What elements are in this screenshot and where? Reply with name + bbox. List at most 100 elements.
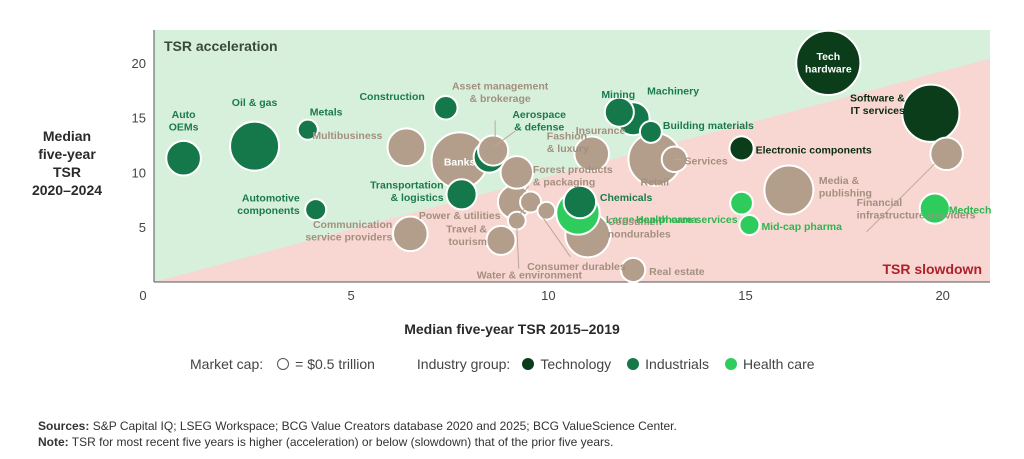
- bubble-real-estate: [620, 256, 647, 284]
- data-label: Electronic components: [756, 144, 872, 156]
- bubble-multibusiness: [386, 127, 427, 168]
- x-tick-label: 10: [541, 288, 555, 303]
- data-label: Tech: [816, 51, 840, 63]
- data-label: Machinery: [647, 86, 699, 98]
- data-label: Transportation: [370, 179, 444, 191]
- bubble-media-publishing: [763, 164, 815, 216]
- bubble-asset-management-brokerage: [477, 134, 510, 167]
- data-label: IT services: [851, 105, 905, 117]
- legend-industry-group: Industry group: Technology Industrials H…: [417, 356, 815, 372]
- data-label: Building materials: [663, 120, 754, 132]
- bubble-tech-hardware: [795, 29, 862, 96]
- data-label: Mining: [601, 89, 635, 101]
- bubble-transportation-logistics: [445, 178, 478, 211]
- data-label: hardware: [805, 63, 852, 75]
- footer: Sources: S&P Capital IQ; LSEG Workspace;…: [38, 418, 677, 450]
- data-label: Financial: [857, 197, 903, 209]
- legend-market-cap: Market cap: = $0.5 trillion: [190, 356, 375, 372]
- leader-line: [541, 216, 571, 258]
- data-label: Travel &: [446, 223, 487, 235]
- data-label: Water & environment: [477, 270, 583, 282]
- leader-line: [492, 130, 516, 148]
- data-label: Power & utilities: [419, 210, 501, 222]
- leader-line: [516, 226, 520, 269]
- legend-industry-group-label: Industry group:: [416, 356, 511, 372]
- data-label: & luxury: [547, 143, 589, 155]
- legend-industrials-swatch: [627, 358, 640, 370]
- bubble-auto-oems: [165, 139, 202, 177]
- data-label: Large-cap pharma: [606, 214, 697, 226]
- data-label: Banks: [444, 156, 476, 168]
- bubble-construction: [433, 95, 459, 121]
- y-axis-title-line: five-year: [38, 146, 96, 162]
- data-label: tourism: [449, 236, 488, 248]
- data-label: nondurables: [608, 228, 671, 240]
- bubble-communication-service-providers: [391, 215, 429, 253]
- legend: Market cap: = $0.5 trillion Industry gro…: [190, 356, 815, 372]
- x-tick-label: 20: [935, 288, 949, 303]
- sources-text: S&P Capital IQ; LSEG Workspace; BCG Valu…: [92, 419, 677, 433]
- x-tick-label: 0: [139, 288, 146, 303]
- bubble-travel-tourism: [485, 224, 517, 256]
- data-label: & logistics: [390, 192, 443, 204]
- data-label: service providers: [305, 231, 392, 243]
- data-label: Automotive: [242, 193, 300, 205]
- data-label: Mid-cap pharma: [761, 221, 842, 233]
- data-label: Communication: [313, 219, 392, 231]
- bubble-medtech: [918, 192, 951, 225]
- data-label: Health care services: [636, 214, 738, 226]
- bubble-health-care-services: [729, 190, 754, 216]
- legend-technology-label: Technology: [540, 356, 612, 372]
- acceleration-label: TSR acceleration: [164, 38, 278, 54]
- legend-market-cap-value: = $0.5 trillion: [295, 356, 375, 372]
- legend-health-care-swatch: [724, 358, 737, 370]
- data-label: Real estate: [649, 266, 705, 278]
- y-tick-label: 10: [132, 165, 146, 180]
- data-label: & packaging: [533, 177, 595, 189]
- data-label: Aerospace: [512, 109, 566, 121]
- y-axis-title-line: 2020–2024: [31, 182, 103, 198]
- data-label: Consumer: [608, 216, 660, 228]
- bubble-software-it-services: [901, 83, 961, 143]
- sources-line: Sources: S&P Capital IQ; LSEG Workspace;…: [38, 418, 677, 434]
- bubble-fashion-luxury: [499, 155, 535, 190]
- bubble-mid-cap-pharma: [738, 213, 761, 237]
- data-label: Asset management: [452, 81, 549, 93]
- data-label: Metals: [310, 107, 343, 119]
- note-label: Note:: [38, 435, 69, 449]
- leader-line: [520, 185, 530, 197]
- legend-market-cap-label: Market cap:: [190, 356, 264, 372]
- y-axis-title-line: Median: [42, 128, 92, 144]
- leader-line: [518, 205, 527, 217]
- y-tick-label: 5: [139, 220, 146, 235]
- data-label: Media &: [819, 175, 860, 187]
- data-label: Multibusiness: [312, 130, 382, 142]
- bubble-chemicals: [562, 184, 598, 220]
- data-label: publishing: [819, 187, 872, 199]
- x-tick-label: 5: [348, 288, 355, 303]
- y-axis-title-line: TSR: [53, 164, 81, 180]
- data-label: Consumer durables: [527, 261, 626, 273]
- data-label: Software &: [850, 92, 905, 104]
- market-cap-circle-icon: [277, 358, 290, 370]
- y-tick-label: 15: [132, 111, 146, 126]
- y-axis-title: Median five-year TSR 2020–2024: [22, 127, 112, 199]
- x-axis-title: Median five-year TSR 2015–2019: [404, 321, 620, 337]
- data-label: infrastructure providers: [857, 209, 976, 221]
- data-label: OEMs: [169, 122, 199, 134]
- data-label: & defense: [514, 122, 564, 134]
- data-label: Services: [685, 155, 728, 167]
- data-label: Construction: [359, 91, 424, 103]
- leader-line: [866, 163, 935, 233]
- data-label: Oil & gas: [232, 97, 278, 109]
- bubble-building-materials: [638, 119, 663, 144]
- data-label: Insurance: [576, 125, 626, 137]
- bubble-metals: [296, 118, 319, 141]
- data-label: Forest products: [533, 164, 613, 176]
- y-tick-label: 20: [132, 56, 146, 71]
- x-tick-label: 15: [738, 288, 752, 303]
- bubble-insurance: [573, 135, 611, 173]
- bubble-electronic-components: [728, 135, 755, 162]
- data-label: Retail: [641, 176, 670, 188]
- legend-technology-swatch: [522, 358, 535, 370]
